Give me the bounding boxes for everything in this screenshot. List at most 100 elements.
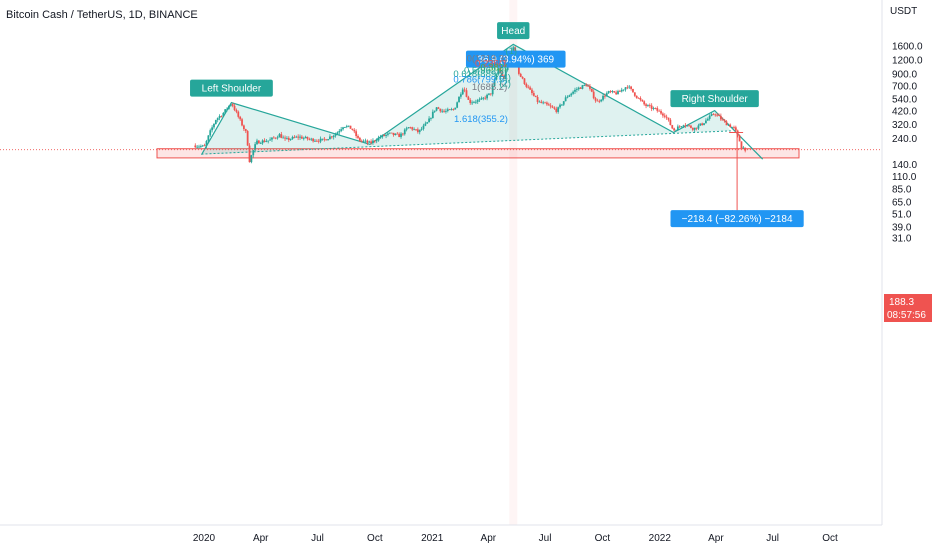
candle-body [295,136,298,138]
candle-body [362,140,365,142]
candle-body [368,141,371,143]
candle-body [257,140,260,144]
candle-body [602,95,604,100]
candle-body [557,107,560,112]
candle-body [201,145,204,147]
candle-body [716,114,719,116]
y-tick-label: 39.0 [892,222,912,233]
candle-body [731,126,734,128]
candle-body [330,136,333,138]
pattern-outline[interactable] [200,43,764,160]
candle-body [465,90,468,97]
fib-level-label: 1.618(355.2) [454,114,508,125]
candle-body [415,129,417,131]
candle-body [617,91,619,95]
candle-body [345,126,348,128]
candle-body [652,107,655,109]
candle-body [592,91,595,99]
candle-body [347,125,350,127]
x-tick-label: Jul [311,533,324,544]
candle-body [725,121,728,126]
candle-body [231,104,234,106]
candle-body [226,108,228,110]
y-tick-label: 110.0 [892,172,917,183]
neckline[interactable] [201,130,731,155]
head-date-highlight [509,0,518,525]
candle-body [385,134,387,136]
candle-body [314,140,316,142]
candle-body [632,88,634,93]
candle-body [398,133,401,138]
candle-body [484,97,487,99]
candle-body [544,102,546,104]
candle-body [400,133,402,138]
fib-level-label: 0.236(1 [475,59,507,70]
candle-body [373,140,376,142]
candle-body [310,138,313,140]
y-tick-label: 1600.0 [892,42,923,53]
candle-body [583,84,586,86]
target-measure-label: −218.4 (−82.26%) −2184 [670,210,804,228]
candle-body [233,105,236,111]
candle-body [471,102,474,104]
candle-body [624,87,627,90]
candle-body [401,133,404,135]
candle-body [495,74,498,80]
candle-body [271,137,273,140]
y-tick-label: 700.0 [892,82,917,93]
candle-body [562,101,565,105]
candle-body [394,133,397,136]
candle-body [353,129,356,132]
candle-body [403,129,406,135]
candle-body [538,101,541,103]
left-shoulder-label-bg [190,79,273,97]
candle-body [332,135,335,138]
candle-body [463,89,466,91]
candle-body [218,116,221,119]
candle-body [252,150,255,156]
candle-body [289,139,292,140]
candle-body [504,70,507,79]
candle-body [742,147,745,149]
candle-body [377,137,380,141]
candle-body [416,129,419,133]
candle-body [723,119,726,122]
candle-body [630,86,632,89]
candle-body [237,111,240,117]
candle-body [570,93,573,96]
candle-body [693,127,696,130]
candle-body [618,91,621,92]
x-tick-label: 2021 [421,533,444,544]
candle-body [613,91,616,93]
support-zone[interactable] [156,148,800,159]
candle-body [714,114,717,116]
candle-body [413,129,416,131]
y-tick-label: 900.0 [892,70,917,81]
wave-label: (4) [499,72,511,83]
candle-body [600,99,603,102]
candle-body [329,136,331,140]
candle-body [559,104,561,108]
candle-body [641,99,644,102]
candle-body [585,84,588,86]
candle-body [527,86,530,88]
fib-level-label: 0(1219.3) [467,54,508,65]
candle-body [620,89,623,92]
last-price-value: 188.3 [889,297,914,308]
candle-body [375,140,378,142]
candle-body [454,107,457,110]
candle-body [304,136,307,138]
y-tick-label: 320.0 [892,120,917,131]
x-tick-label: Oct [367,533,383,544]
candle-body [667,117,670,120]
candle-body [366,140,369,143]
candle-body [665,116,668,118]
head-measure-label: 36.9 (3.94%) 369 [465,50,566,68]
pattern-fill [201,44,731,155]
candle-body [712,114,715,116]
candle-body [342,127,344,130]
candle-body [214,120,217,124]
candle-body [695,127,698,129]
